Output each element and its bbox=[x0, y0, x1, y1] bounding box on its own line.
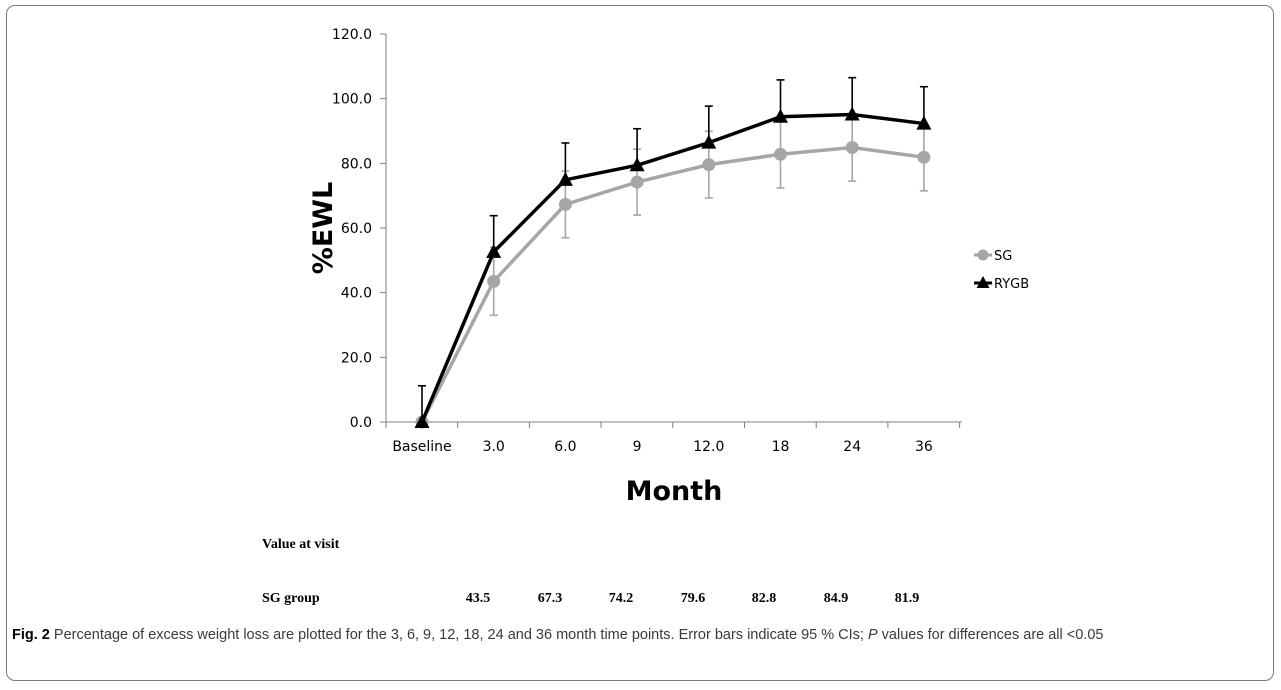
rygb-data-point bbox=[557, 171, 573, 186]
table-cell: 81.9 bbox=[895, 591, 920, 606]
x-tick-label: 18 bbox=[772, 439, 790, 455]
caption-italic: P bbox=[867, 627, 878, 643]
y-tick-label: 20.0 bbox=[341, 350, 372, 366]
x-tick-label: 6.0 bbox=[554, 439, 576, 455]
rygb-data-point bbox=[916, 115, 932, 130]
legend-rygb-label: RYGB bbox=[994, 277, 1029, 292]
y-tick-label: 120.0 bbox=[332, 27, 372, 43]
rygb-data-point bbox=[844, 106, 860, 121]
legend-sg-marker bbox=[977, 249, 989, 261]
caption-text-2: values for differences are all <0.05 bbox=[877, 627, 1104, 643]
y-axis-label: %EWL bbox=[308, 182, 339, 274]
y-tick-label: 100.0 bbox=[332, 92, 372, 108]
y-tick-label: 40.0 bbox=[341, 286, 372, 302]
line-chart: 0.0 20.0 40.0 60.0 80.0 100.0 120.0 Baseline 3.0… bbox=[262, 27, 1029, 606]
sg-series-line bbox=[420, 145, 925, 423]
rygb-data-point bbox=[773, 108, 788, 123]
x-tick-label: 3.0 bbox=[483, 439, 505, 455]
table-cell: 74.2 bbox=[609, 591, 634, 606]
table-cell: 43.5 bbox=[466, 591, 491, 606]
table-cell: 84.9 bbox=[824, 591, 849, 606]
x-tick-label: 9 bbox=[633, 439, 642, 455]
legend-sg-label: SG bbox=[994, 249, 1012, 264]
x-tick-label: 36 bbox=[915, 439, 933, 455]
rygb-series-line bbox=[420, 112, 925, 423]
x-tick-label: Baseline bbox=[392, 439, 451, 455]
y-tick-label: 80.0 bbox=[341, 156, 372, 172]
sg-data-point bbox=[845, 140, 859, 154]
rygb-data-point bbox=[414, 414, 430, 428]
rygb-data-point bbox=[486, 243, 502, 258]
rygb-data-point bbox=[701, 134, 717, 149]
legend-rygb-marker bbox=[976, 276, 990, 288]
sg-data-point bbox=[487, 274, 501, 288]
x-tick-label: 12.0 bbox=[693, 439, 724, 455]
sg-data-point bbox=[774, 147, 787, 161]
caption-text-1: Percentage of excess weight loss are plo… bbox=[49, 627, 868, 643]
x-axis-label: Month bbox=[626, 476, 723, 507]
table-cell: 79.6 bbox=[681, 591, 706, 606]
caption-label: Fig. 2 bbox=[12, 627, 50, 643]
y-tick-label: 0.0 bbox=[350, 415, 372, 431]
rygb-data-point bbox=[629, 157, 645, 172]
figure-frame bbox=[6, 5, 1274, 681]
table-cell: 82.8 bbox=[752, 591, 777, 606]
table-cell: 67.3 bbox=[538, 591, 563, 606]
y-tick-label: 60.0 bbox=[341, 221, 372, 237]
sg-data-point bbox=[558, 197, 572, 211]
x-tick-label: 24 bbox=[843, 439, 861, 455]
table-row-label: SG group bbox=[262, 591, 320, 606]
sg-data-point bbox=[702, 158, 716, 172]
sg-data-point bbox=[917, 150, 931, 164]
figure-caption: Fig. 2 Percentage of excess weight loss … bbox=[12, 626, 1262, 645]
sg-data-point bbox=[630, 175, 644, 189]
table-header: Value at visit bbox=[262, 537, 340, 552]
